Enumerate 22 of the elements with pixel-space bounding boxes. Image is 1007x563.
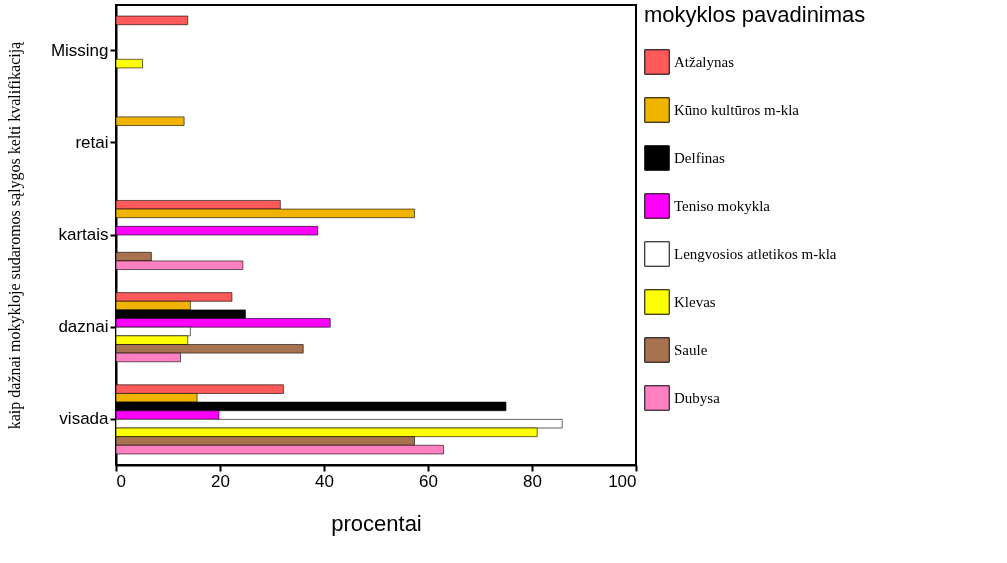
x-tick-label: 100 [608, 471, 637, 491]
legend-label: Delfinas [674, 150, 725, 166]
legend-label: Teniso mokykla [674, 198, 771, 214]
y-tick-label: retai [75, 132, 109, 152]
y-tick-label: daznai [58, 317, 109, 337]
legend-label: Atžalynas [674, 54, 735, 70]
y-tick-label: visada [59, 409, 110, 429]
x-tick-label: 20 [211, 471, 230, 491]
legend-label: Dubysa [674, 390, 721, 406]
x-tick-label: 40 [315, 471, 334, 491]
x-tick-label: 0 [116, 471, 126, 491]
legend-label: Saule [674, 342, 708, 358]
y-axis-title: kaip dažnai mokykloje sudaromos sąlygos kelti kvalifikaciją [5, 40, 24, 430]
y-tick-label: Missing [50, 40, 109, 60]
x-axis-title: procentai [331, 510, 422, 536]
legend-title: mokyklos pavadinimas [644, 2, 866, 27]
x-tick-label: 80 [523, 471, 542, 491]
legend-label: Lengvosios atletikos m-kla [674, 246, 837, 262]
x-tick-label: 60 [419, 471, 438, 491]
y-tick-label: kartais [58, 225, 109, 244]
legend-label: Kūno kultūros m-kla [674, 102, 800, 118]
legend-label: Klevas [674, 294, 716, 310]
